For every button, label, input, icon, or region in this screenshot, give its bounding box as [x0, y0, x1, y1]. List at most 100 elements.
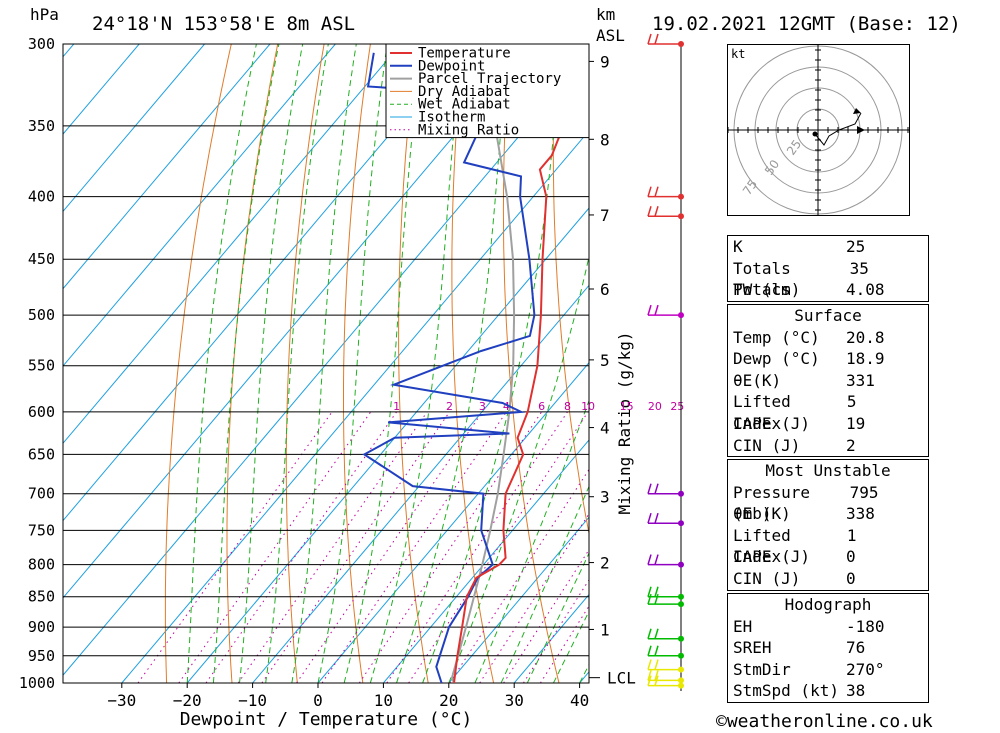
wind-barb-flag [647, 206, 652, 217]
index-row-totals: Totals Totals 35 [733, 258, 869, 300]
plot-frame [62, 43, 590, 684]
wet-adiabat-line [396, 44, 509, 683]
location-label: 24°18'N 153°58'E 8m ASL [92, 13, 356, 35]
dry-adiabat-line [927, 44, 1000, 683]
wet-adiabat-line [500, 485, 589, 683]
dry-adiabat-line [502, 44, 560, 683]
x-tick-label: 0 [313, 691, 323, 710]
wet-adiabat-line [422, 44, 563, 683]
wind-barb-flag [654, 628, 659, 639]
wind-level-dot [678, 520, 684, 527]
wind-level-dot [678, 593, 684, 600]
km-tick-label: 3 [600, 488, 610, 507]
wind-barb-flag [654, 659, 659, 670]
surface-title: Surface [794, 306, 862, 325]
surface-table: Surface Temp (°C) 20.8 Dewp (°C) 18.9 θE(K… [727, 304, 929, 458]
legend-label: Isotherm [418, 110, 485, 126]
hodograph-stats-row: SREH 76 [733, 638, 866, 658]
wet-adiabat-line [526, 552, 589, 683]
isotherm-line [63, 52, 589, 676]
surface-row: Lifted Index 5 [733, 392, 857, 433]
wind-level-dot [678, 666, 684, 673]
wind-barb-flag [647, 593, 652, 605]
wind-barb-flag [647, 554, 652, 565]
most-unstable-title: Most Unstable [765, 461, 891, 480]
pressure-tick-label: 900 [28, 618, 55, 636]
pressure-tick-label: 600 [28, 403, 55, 421]
isotherm-line [63, 44, 336, 367]
isotherm-line [63, 44, 467, 522]
surface-row: θE(K) 331 [733, 370, 875, 390]
wet-adiabat-line [239, 44, 304, 683]
wind-barb-flag [647, 628, 652, 639]
mixing-ratio-line [386, 411, 568, 683]
wind-barb-flag [654, 593, 659, 605]
mixing-ratio-line [237, 411, 428, 683]
wind-barb-flag [654, 483, 659, 494]
wind-level-dot [678, 635, 684, 642]
wind-barb-flag [654, 554, 659, 565]
wind-barb-flag [654, 512, 659, 524]
isotherm-line [317, 361, 589, 683]
height-unit-km: km [596, 5, 616, 24]
wind-level-dot [678, 193, 684, 200]
most-unstable-row: θE (K) 338 [733, 504, 875, 524]
mixing-ratio-label: 25 [670, 400, 684, 413]
temperature-line [453, 125, 565, 683]
surface-row: Dewp (°C) 18.9 [733, 349, 885, 369]
km-tick-label: 2 [600, 554, 610, 573]
legend-label: Temperature [418, 46, 511, 62]
wind-barb-flag [654, 206, 659, 217]
wet-adiabat-line [474, 399, 589, 683]
mixing-ratio-line [449, 468, 589, 683]
isotherm-line [448, 516, 589, 683]
lcl-label: LCL [607, 669, 636, 688]
wet-adiabat-line [212, 44, 280, 683]
hodograph-stats-row: StmDir 270° [733, 659, 885, 679]
mixing-ratio-line [178, 411, 372, 683]
mixing-ratio-label: 3 [479, 400, 486, 413]
index-row-pw: PW (cm) 4.08 [733, 280, 885, 300]
wind-barb-flag [654, 304, 659, 316]
pressure-tick-label: 650 [28, 445, 55, 463]
wind-barb-flag [647, 33, 652, 45]
isotherm-line [383, 439, 589, 683]
mixing-ratio-label: 1 [393, 400, 400, 413]
wind-barb-flag [654, 675, 659, 686]
credit-link[interactable]: ©weatheronline.co.uk [716, 711, 933, 732]
pressure-tick-label: 800 [28, 556, 55, 574]
wet-adiabat-line [552, 610, 589, 683]
pressure-tick-label: 750 [28, 521, 55, 539]
isotherm-line [252, 284, 589, 683]
wind-barb-flag [647, 586, 652, 597]
legend-label: Dewpoint [418, 58, 485, 74]
surface-row: CIN (J) 2 [733, 435, 856, 455]
wind-level-dot [678, 561, 684, 568]
km-tick-label: 6 [600, 280, 610, 299]
pressure-tick-label: 950 [28, 647, 55, 665]
x-tick-label: −20 [173, 691, 202, 710]
wind-level-dot [678, 213, 684, 220]
legend-label: Wet Adiabat [418, 97, 511, 113]
isotherm-line [63, 44, 140, 135]
x-tick-label: 10 [374, 691, 393, 710]
hodograph-storm-arrow [857, 126, 865, 134]
wet-adiabat-line [265, 44, 329, 683]
mixing-ratio-label: 20 [648, 400, 662, 413]
datetime-label: 19.02.2021 12GMT (Base: 12) [652, 13, 961, 35]
legend-label: Dry Adiabat [418, 84, 511, 100]
most-unstable-table: Most Unstable Pressure (mb) 795 θE (K) 338… [727, 459, 929, 591]
isotherm-line [63, 44, 205, 213]
wind-level-dot [678, 682, 684, 689]
mixing-ratio-line [296, 411, 483, 683]
hodograph-stats-title: Hodograph [784, 595, 872, 614]
wind-level-dot [678, 41, 684, 47]
wind-barb-flag [654, 186, 659, 197]
wind-barb-flag [647, 675, 652, 686]
x-tick-label: 40 [570, 691, 589, 710]
mixing-ratio-label: 6 [538, 400, 545, 413]
x-tick-label: 20 [439, 691, 458, 710]
indices-table: K 25 Totals Totals 35 PW (cm) 4.08 [727, 235, 929, 302]
hodograph-trace [814, 112, 862, 146]
